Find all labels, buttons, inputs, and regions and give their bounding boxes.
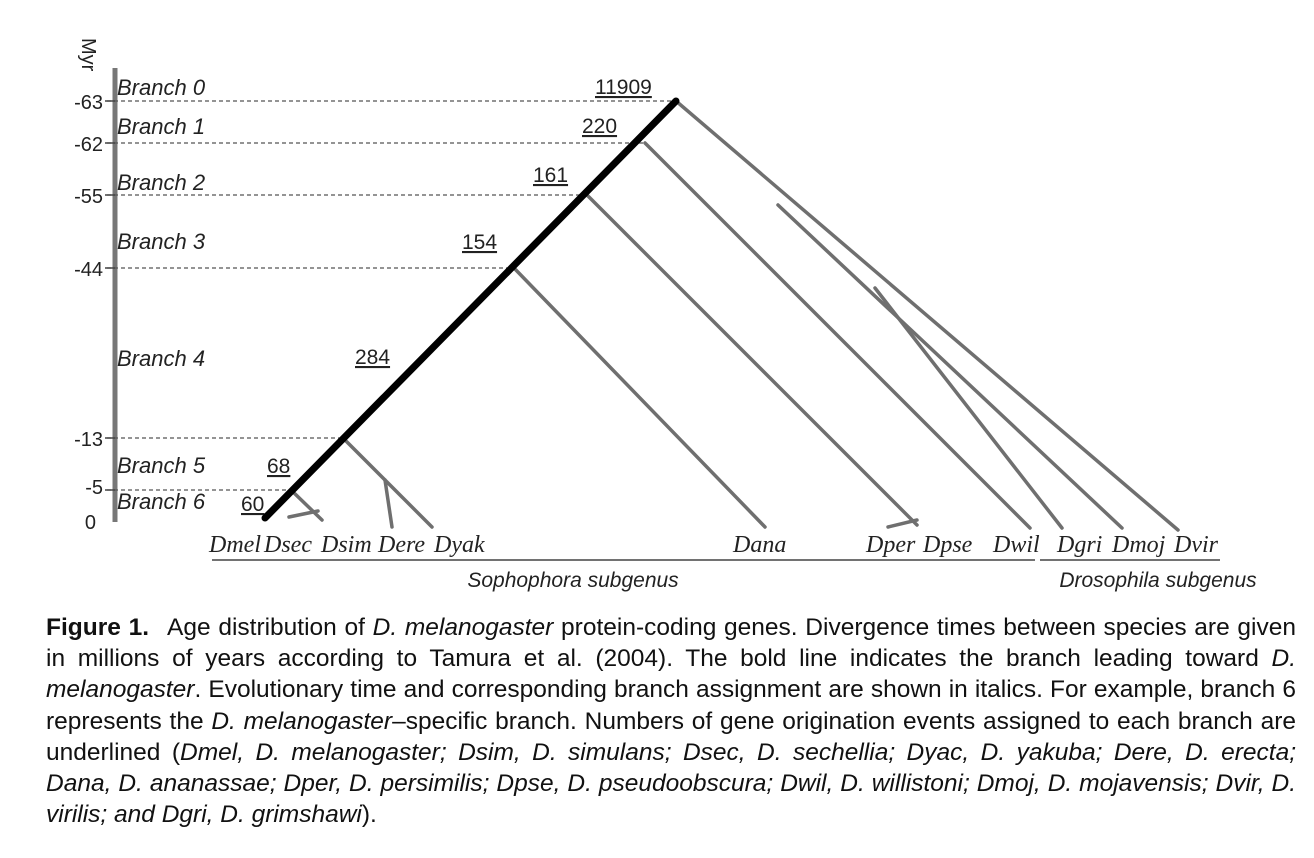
- caption-segment: –specific branch. Numbers of gene origin…: [46, 707, 1296, 766]
- gene-count: 11909: [595, 76, 652, 99]
- caption-segment: Dmel, D. melanogaster; Dsim, D. simulans…: [46, 738, 1297, 829]
- tick-label: -62: [74, 134, 103, 156]
- caption-segment: Age distribution of: [167, 614, 373, 641]
- caption-segment: D. melanogaster: [211, 707, 393, 735]
- gene-count: 220: [582, 115, 617, 138]
- time-guides: [107, 100, 676, 491]
- gene-count: 161: [533, 164, 568, 187]
- drosophila-label: Drosophila subgenus: [1059, 569, 1257, 592]
- figure-caption: Figure 1. Age distribution of D. melanoga…: [46, 612, 1296, 830]
- branch-label: Branch 6: [117, 489, 206, 514]
- branch-label: Branch 3: [117, 229, 206, 254]
- tree-branches: [287, 99, 1180, 532]
- species-label: Dsec: [263, 532, 312, 558]
- phylogenetic-tree: Myr -63 -62 -55 -44 -13 -5 0 Branch 0 Br…: [74, 38, 1257, 592]
- caption-segment: D. melanogaster: [46, 645, 1296, 704]
- species-label: Dyak: [433, 532, 485, 558]
- branch-label: Branch 5: [117, 453, 206, 478]
- tick-label: 0: [85, 512, 96, 534]
- branch-label: Branch 2: [117, 170, 205, 195]
- branch-label: Branch 4: [117, 346, 205, 371]
- species-label: Dana: [732, 532, 786, 558]
- gene-count: 154: [462, 231, 497, 254]
- species-label: Dpse: [922, 532, 973, 558]
- species-label: Dwil: [992, 532, 1040, 558]
- tick-label: -13: [74, 429, 103, 451]
- gene-count: 284: [355, 346, 390, 369]
- species-label: Dmel: [208, 532, 261, 558]
- tick-label: -5: [85, 477, 103, 499]
- melanogaster-lineage: [261, 97, 680, 522]
- tick-label: -44: [74, 259, 103, 281]
- axis-unit-label: Myr: [77, 38, 99, 72]
- branch-label: Branch 0: [117, 75, 206, 100]
- tick-label: -63: [74, 92, 103, 114]
- caption-segment: ).: [361, 801, 377, 829]
- species-label: Dsim: [320, 532, 372, 558]
- species-label: Dere: [377, 532, 425, 558]
- figure-label: Figure 1.: [46, 614, 150, 641]
- caption-segment: D. melanogaster: [372, 614, 554, 641]
- gene-count: 60: [241, 493, 264, 516]
- tick-label: -55: [74, 186, 103, 208]
- gene-count: 68: [267, 455, 290, 478]
- species-label: Dgri: [1056, 532, 1102, 558]
- species-label: Dvir: [1173, 532, 1219, 558]
- caption-segment: protein-coding genes. Divergence times b…: [46, 614, 1297, 673]
- species-label: Dmoj: [1111, 532, 1166, 558]
- caption-body: Age distribution of D. melanogaster prot…: [46, 614, 1296, 828]
- axis-ticks: [105, 100, 115, 491]
- branch-label: Branch 1: [117, 114, 205, 139]
- sophophora-label: Sophophora subgenus: [467, 569, 679, 592]
- species-label: Dper: [865, 532, 916, 558]
- caption-segment: . Evolutionary time and corresponding br…: [46, 676, 1296, 735]
